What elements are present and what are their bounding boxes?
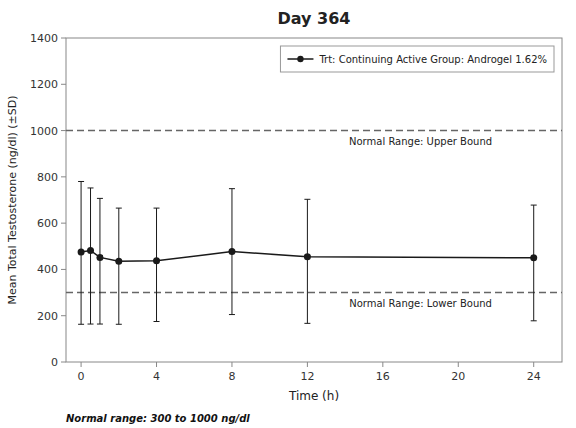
series	[78, 181, 538, 324]
tick-label: 400	[37, 263, 58, 276]
tick	[61, 130, 66, 131]
tick	[156, 362, 157, 367]
x-axis-label: Time (h)	[288, 389, 339, 403]
tick-label: 0	[78, 370, 85, 383]
reference-line	[66, 130, 562, 132]
x-axis: 0 4 8 12 16 20 24	[78, 362, 541, 383]
error-bar	[531, 205, 537, 321]
tick	[307, 362, 308, 367]
footnote: Normal range: 300 to 1000 ng/dl	[66, 413, 250, 424]
error-bar	[154, 208, 160, 321]
tick-label: 800	[37, 171, 58, 184]
tick-label: 1000	[30, 125, 58, 138]
line	[81, 250, 534, 261]
marker	[530, 254, 537, 261]
error-bar	[304, 199, 310, 323]
tick	[231, 362, 232, 367]
tick-label: 4	[153, 370, 160, 383]
tick	[382, 362, 383, 367]
marker	[78, 249, 85, 256]
reference-label: Normal Range: Lower Bound	[349, 298, 492, 309]
tick	[61, 315, 66, 316]
marker	[87, 247, 94, 254]
y-axis: 0 200 400 600 800 1000 1200 1400	[30, 32, 66, 369]
tick	[458, 362, 459, 367]
tick	[61, 362, 66, 363]
legend-marker	[297, 56, 303, 62]
marker	[153, 257, 160, 264]
tick	[61, 269, 66, 270]
background	[0, 0, 576, 428]
tick-label: 1200	[30, 78, 58, 91]
tick	[61, 176, 66, 177]
tick-label: 20	[451, 370, 465, 383]
tick-label: 8	[228, 370, 235, 383]
tick-label: 0	[51, 356, 58, 369]
error-bar	[88, 188, 94, 324]
error-bar	[78, 181, 84, 324]
error-bar	[229, 189, 235, 315]
plot-frame	[66, 38, 562, 362]
tick	[81, 362, 82, 367]
tick	[61, 223, 66, 224]
legend: Trt: Continuing Active Group: Androgel 1…	[280, 46, 554, 72]
tick-label: 16	[376, 370, 390, 383]
marker	[115, 258, 122, 265]
tick-label: 1400	[30, 32, 58, 45]
error-bar	[97, 198, 103, 324]
tick	[61, 38, 66, 39]
tick-label: 24	[527, 370, 541, 383]
marker	[228, 248, 235, 255]
reference-label: Normal Range: Upper Bound	[349, 136, 492, 147]
tick-label: 200	[37, 310, 58, 323]
error-bar	[116, 208, 122, 324]
tick-label: 600	[37, 217, 58, 230]
tick	[533, 362, 534, 367]
marker	[96, 254, 103, 261]
tick-label: 12	[300, 370, 314, 383]
chart: Day 364 0 200 400 600 800 1000 1200 1400 0 4 8 12 16 2…	[0, 0, 576, 428]
tick	[61, 84, 66, 85]
legend-box	[280, 46, 554, 72]
y-axis-label: Mean Total Testosterone (ng/dl) (±SD)	[6, 95, 19, 304]
legend-label: Trt: Continuing Active Group: Androgel 1…	[318, 54, 547, 65]
plot-area	[66, 131, 562, 325]
reference-line	[66, 292, 562, 294]
title: Day 364	[278, 9, 351, 28]
marker	[304, 253, 311, 260]
